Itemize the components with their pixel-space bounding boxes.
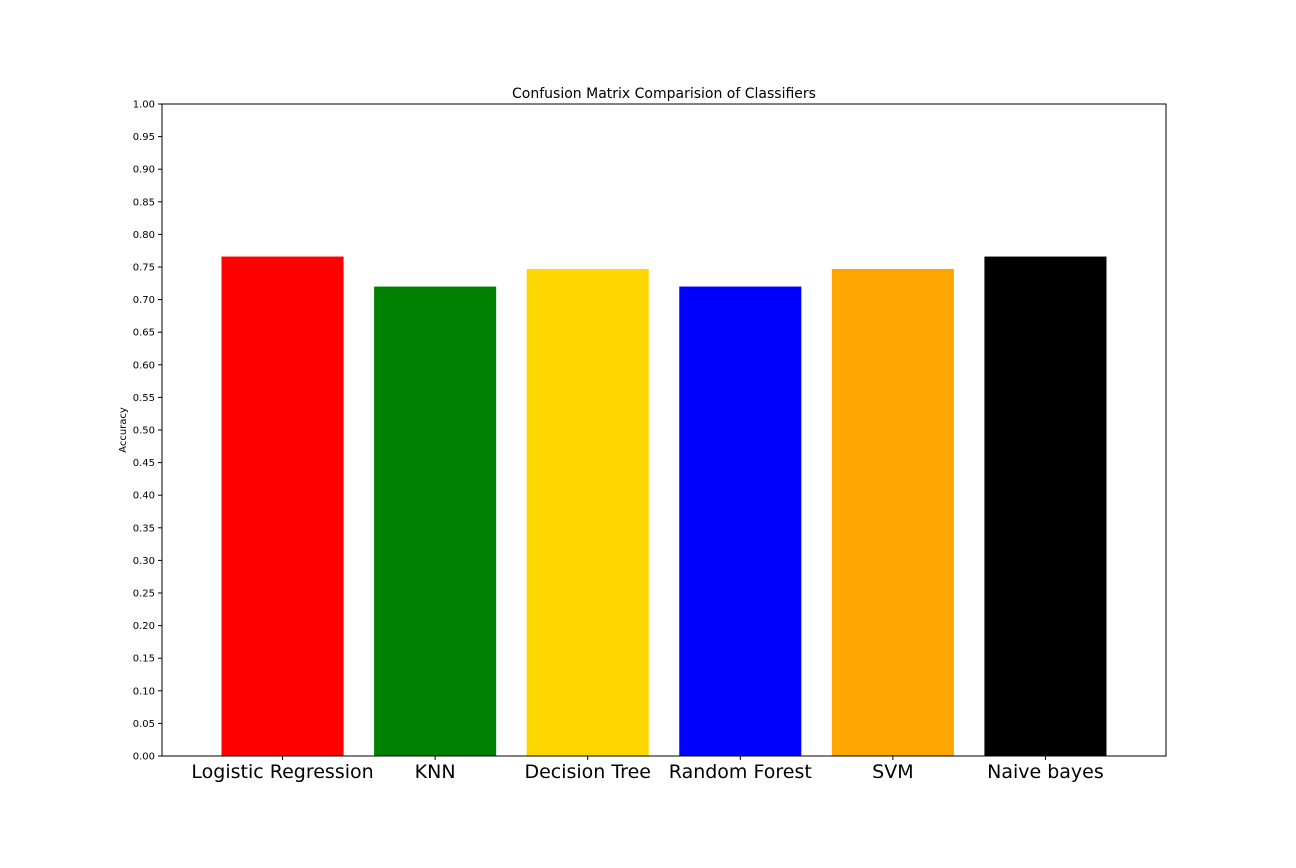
- x-tick-label: Decision Tree: [524, 761, 651, 783]
- y-tick-label: 0.25: [133, 589, 155, 600]
- bar-logistic-regression: [221, 256, 344, 756]
- bar-knn: [374, 286, 497, 756]
- y-tick-label: 0.65: [133, 328, 155, 339]
- y-tick-label: 1.00: [133, 100, 155, 111]
- bar-random-forest: [679, 286, 802, 756]
- x-tick-label: KNN: [415, 761, 456, 783]
- y-tick-label: 0.40: [133, 491, 155, 502]
- y-tick-label: 0.35: [133, 523, 155, 534]
- bars-group: [221, 256, 1107, 756]
- x-tick-label: Random Forest: [669, 761, 812, 783]
- x-tick-label: Naive bayes: [987, 761, 1104, 783]
- chart-title: Confusion Matrix Comparision of Classifi…: [512, 86, 816, 102]
- y-tick-label: 0.10: [133, 686, 155, 697]
- y-tick-label: 0.00: [133, 752, 155, 763]
- y-tick-label: 0.50: [133, 426, 155, 437]
- y-tick-label: 0.70: [133, 295, 155, 306]
- y-tick-label: 0.75: [133, 263, 155, 274]
- y-tick-label: 0.15: [133, 654, 155, 665]
- y-tick-label: 0.45: [133, 458, 155, 469]
- y-tick-label: 0.30: [133, 556, 155, 567]
- y-tick-label: 0.05: [133, 719, 155, 730]
- y-tick-label: 0.95: [133, 132, 155, 143]
- bar-svm: [831, 268, 954, 756]
- bar-naive-bayes: [984, 256, 1107, 756]
- bar-decision-tree: [526, 268, 649, 756]
- y-tick-label: 0.60: [133, 360, 155, 371]
- y-axis-label: Accuracy: [118, 407, 129, 453]
- y-tick-label: 0.85: [133, 197, 155, 208]
- y-axis-ticks: 0.00 0.05 0.10 0.15 0.20 0.25 0.30 0.35 0.40 0.45…: [133, 100, 162, 763]
- y-tick-label: 0.55: [133, 393, 155, 404]
- x-axis-ticks: Logistic Regression KNN Decision Tree Rando…: [191, 756, 1104, 783]
- x-tick-label: Logistic Regression: [191, 761, 373, 783]
- x-tick-label: SVM: [872, 761, 913, 783]
- plot-frame: [161, 103, 1167, 757]
- y-tick-label: 0.20: [133, 621, 155, 632]
- y-tick-label: 0.90: [133, 165, 155, 176]
- y-tick-label: 0.80: [133, 230, 155, 241]
